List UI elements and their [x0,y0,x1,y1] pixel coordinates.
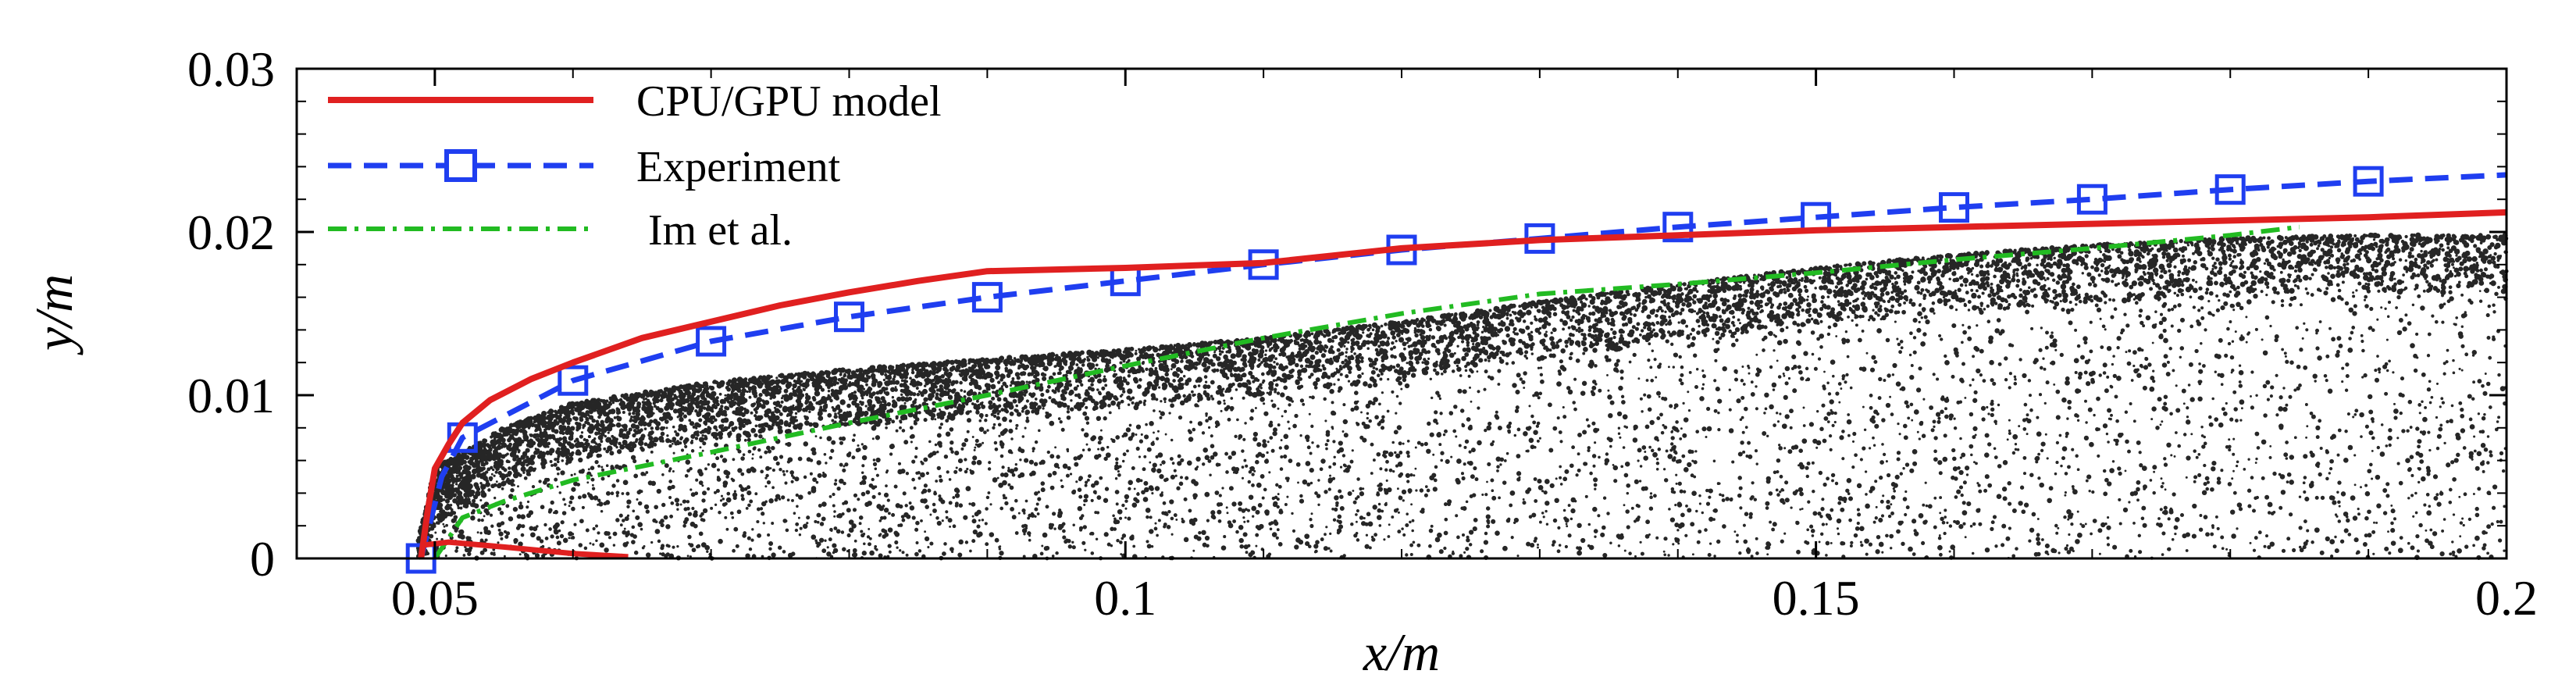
y-axis-tick-labels: 0 0.01 0.02 0.03 [187,41,275,587]
y-axis-title: y/m [24,274,84,355]
particle-dots [415,232,2509,561]
series-marker-experiment [834,301,864,333]
series-marker-experiment [2076,184,2107,215]
series-marker-experiment [971,282,1003,313]
x-tick-label: 0.05 [391,570,479,626]
legend-label-experiment: Experiment [636,143,841,191]
series-marker-experiment [1110,266,1141,297]
x-axis-tick-labels: 0.05 0.1 0.15 0.2 [391,570,2538,626]
y-tick-label: 0.02 [187,205,275,260]
series-line-cpu-gpu-model-lower [420,539,629,560]
legend-marker-experiment [444,149,477,182]
series-marker-experiment [1662,212,1694,243]
x-tick-label: 0.15 [1773,570,1860,626]
series-marker-experiment [1939,192,1969,223]
particle-scatter [415,232,2509,561]
series-marker-experiment [2214,174,2246,205]
y-tick-label: 0 [250,531,275,587]
axis-ticks [296,67,2508,560]
x-tick-label: 0.1 [1094,570,1156,626]
series-marker-experiment [2353,166,2384,197]
legend-label-im-et-al: Im et al. [648,206,793,255]
series-lines [405,166,2507,574]
series-marker-experiment [558,365,589,396]
x-tick-label: 0.2 [2475,570,2538,626]
series-marker-experiment [1801,201,1832,233]
x-axis-title: x/m [1363,622,1440,682]
legend: CPU/GPU model Experiment Im et al. [328,77,942,255]
y-tick-label: 0.01 [187,368,275,423]
series-line-im-et-al [433,224,2300,560]
series-line-cpu-gpu-model [418,209,2507,559]
series-marker-experiment [696,326,727,357]
y-tick-label: 0.03 [187,41,275,97]
legend-label-cpu-gpu: CPU/GPU model [636,77,942,126]
